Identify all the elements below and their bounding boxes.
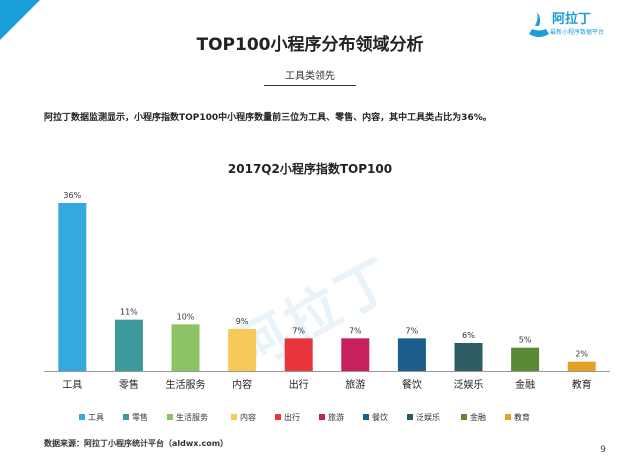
category-label-4: 出行 [289, 378, 309, 391]
value-label-2: 10% [177, 312, 195, 321]
value-label-1: 11% [120, 308, 138, 317]
bar-9 [567, 361, 596, 371]
category-label-3: 内容 [232, 378, 252, 391]
legend-swatch-6 [363, 414, 369, 420]
legend-swatch-9 [505, 414, 511, 420]
category-label-8: 金融 [515, 378, 535, 391]
category-label-1: 零售 [119, 378, 139, 391]
value-label-0: 36% [63, 191, 81, 200]
legend-label-0: 工具 [88, 413, 104, 422]
value-label-7: 6% [462, 331, 475, 340]
legend-swatch-0 [79, 414, 85, 420]
page-title: TOP100小程序分布领域分析 [196, 35, 424, 55]
page-number: 9 [600, 445, 606, 455]
category-label-6: 餐饮 [402, 378, 422, 391]
bar-2 [171, 324, 200, 371]
value-label-3: 9% [236, 317, 249, 326]
legend-label-8: 金融 [470, 412, 486, 422]
legend-swatch-2 [167, 414, 173, 420]
legend-label-3: 内容 [240, 412, 256, 422]
legend-label-2: 生活服务 [176, 412, 208, 422]
lamp-icon [529, 12, 549, 37]
summary-text: 阿拉丁数据监测显示，小程序指数TOP100中小程序数量前三位为工具、零售、内容，… [44, 113, 492, 123]
bar-7 [454, 343, 483, 371]
logo-name: 阿拉丁 [552, 12, 592, 27]
data-source: 数据来源：阿拉丁小程序统计平台（aldwx.com） [44, 439, 229, 448]
category-label-2: 生活服务 [166, 378, 206, 391]
legend-label-6: 餐饮 [372, 412, 388, 422]
corner-decoration [0, 0, 40, 40]
legend-swatch-5 [319, 414, 325, 420]
legend-label-1: 零售 [132, 412, 148, 422]
bar-6 [397, 338, 426, 371]
legend-swatch-4 [275, 414, 281, 420]
legend-label-7: 泛娱乐 [416, 412, 440, 422]
value-label-9: 2% [575, 350, 588, 359]
bar-0 [58, 203, 87, 371]
value-label-6: 7% [406, 326, 419, 335]
value-label-8: 5% [519, 336, 532, 345]
subtitle-underline [264, 85, 356, 86]
chart-title: 2017Q2小程序指数TOP100 [227, 162, 393, 176]
category-label-5: 旅游 [345, 378, 365, 391]
value-label-4: 7% [292, 326, 305, 335]
category-label-9: 教育 [572, 378, 592, 391]
page-subtitle: 工具类领先 [285, 71, 335, 82]
legend-swatch-7 [407, 414, 413, 420]
category-label-7: 泛娱乐 [454, 378, 484, 391]
bar-5 [341, 338, 370, 371]
legend-swatch-1 [123, 414, 129, 420]
category-label-0: 工具 [62, 379, 82, 391]
legend-swatch-8 [461, 414, 467, 420]
logo-tagline: 最新小程序数据平台 [550, 29, 605, 36]
legend-label-9: 教育 [514, 412, 530, 422]
brand-logo: 阿拉丁 最新小程序数据平台 [526, 6, 608, 46]
bar-4 [284, 338, 313, 371]
bar-3 [228, 329, 257, 371]
legend-label-4: 出行 [284, 412, 300, 422]
legend-label-5: 旅游 [328, 412, 344, 422]
legend-swatch-3 [231, 414, 237, 420]
value-label-5: 7% [349, 326, 362, 335]
bar-8 [511, 347, 540, 371]
bar-1 [114, 319, 143, 371]
